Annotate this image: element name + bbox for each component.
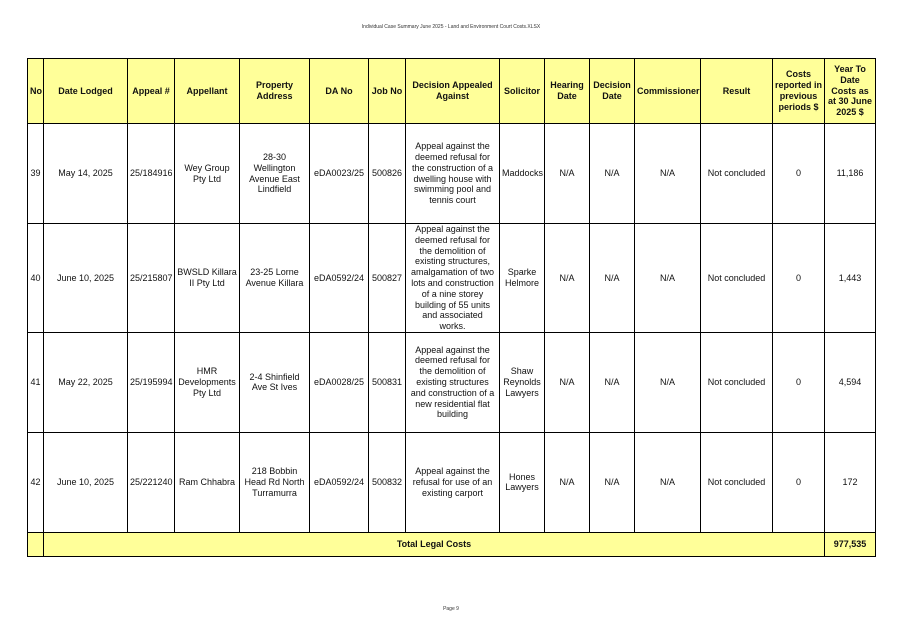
cell-appellant: BWSLD Killara II Pty Ltd [174,223,240,333]
cell-decision-appealed: Appeal against the refusal for use of an… [405,431,500,533]
cell-solicitor: Hones Lawyers [499,431,545,533]
header-no: No [27,58,44,124]
cell-date-lodged: June 10, 2025 [43,431,128,533]
cell-property-address: 23-25 Lorne Avenue Killara [239,223,310,333]
cell-costs-previous: 0 [772,331,825,433]
cell-job-no: 500826 [368,123,406,224]
cell-appellant: HMR Developments Pty Ltd [174,331,240,433]
cell-costs-previous: 0 [772,431,825,533]
cell-appellant: Wey Group Pty Ltd [174,123,240,224]
case-summary-table: No Date Lodged Appeal # Appellant Proper… [27,58,876,557]
cell-result: Not concluded [700,223,773,333]
cell-property-address: 2-4 Shinfield Ave St Ives [239,331,310,433]
header-hearing-date: Hearing Date [544,58,590,124]
cell-commissioner: N/A [634,223,701,333]
cell-hearing-date: N/A [544,123,590,224]
total-row: Total Legal Costs 977,535 [27,531,876,557]
cell-job-no: 500827 [368,223,406,333]
header-ytd-costs: Year To Date Costs as at 30 June 2025 $ [824,58,876,124]
cell-result: Not concluded [700,331,773,433]
header-job-no: Job No [368,58,406,124]
cell-ytd-costs: 4,594 [824,331,876,433]
cell-no: 39 [27,123,44,224]
cell-decision-appealed: Appeal against the deemed refusal for th… [405,123,500,224]
total-value: 977,535 [824,531,876,557]
cell-ytd-costs: 172 [824,431,876,533]
header-row: No Date Lodged Appeal # Appellant Proper… [27,58,876,124]
total-label: Total Legal Costs [43,531,825,557]
header-commissioner: Commissioner [634,58,701,124]
cell-da-no: eDA0592/24 [309,431,369,533]
cell-solicitor: Shaw Reynolds Lawyers [499,331,545,433]
header-property-address: Property Address [239,58,310,124]
cell-job-no: 500832 [368,431,406,533]
cell-solicitor: Maddocks [499,123,545,224]
cell-commissioner: N/A [634,123,701,224]
cell-commissioner: N/A [634,331,701,433]
header-appellant: Appellant [174,58,240,124]
cell-decision-date: N/A [589,331,635,433]
cell-appeal-number: 25/221240 [127,431,175,533]
cell-da-no: eDA0028/25 [309,331,369,433]
header-appeal-number: Appeal # [127,58,175,124]
cell-commissioner: N/A [634,431,701,533]
cell-property-address: 218 Bobbin Head Rd North Turramurra [239,431,310,533]
cell-costs-previous: 0 [772,123,825,224]
cell-da-no: eDA0592/24 [309,223,369,333]
cell-result: Not concluded [700,123,773,224]
cell-date-lodged: May 22, 2025 [43,331,128,433]
header-result: Result [700,58,773,124]
cell-ytd-costs: 11,186 [824,123,876,224]
cell-date-lodged: June 10, 2025 [43,223,128,333]
cell-job-no: 500831 [368,331,406,433]
table-row: 41 May 22, 2025 25/195994 HMR Developmen… [27,331,876,433]
cell-result: Not concluded [700,431,773,533]
header-decision-date: Decision Date [589,58,635,124]
header-costs-previous: Costs reported in previous periods $ [772,58,825,124]
total-spacer [27,531,44,557]
cell-decision-date: N/A [589,123,635,224]
header-da-no: DA No [309,58,369,124]
table-row: 42 June 10, 2025 25/221240 Ram Chhabra 2… [27,431,876,533]
cell-appeal-number: 25/184916 [127,123,175,224]
cell-solicitor: Sparke Helmore [499,223,545,333]
cell-appeal-number: 25/195994 [127,331,175,433]
table-row: 40 June 10, 2025 25/215807 BWSLD Killara… [27,223,876,333]
cell-date-lodged: May 14, 2025 [43,123,128,224]
cell-costs-previous: 0 [772,223,825,333]
header-decision-appealed: Decision Appealed Against [405,58,500,124]
header-date-lodged: Date Lodged [43,58,128,124]
cell-no: 40 [27,223,44,333]
cell-decision-appealed: Appeal against the deemed refusal for th… [405,223,500,333]
cell-decision-date: N/A [589,431,635,533]
cell-property-address: 28-30 Wellington Avenue East Lindfield [239,123,310,224]
document-title: Individual Case Summary June 2025 - Land… [361,24,541,30]
table-row: 39 May 14, 2025 25/184916 Wey Group Pty … [27,123,876,224]
cell-hearing-date: N/A [544,223,590,333]
cell-decision-date: N/A [589,223,635,333]
cell-no: 42 [27,431,44,533]
header-solicitor: Solicitor [499,58,545,124]
cell-hearing-date: N/A [544,431,590,533]
cell-appellant: Ram Chhabra [174,431,240,533]
cell-hearing-date: N/A [544,331,590,433]
cell-no: 41 [27,331,44,433]
cell-appeal-number: 25/215807 [127,223,175,333]
cell-ytd-costs: 1,443 [824,223,876,333]
cell-decision-appealed: Appeal against the deemed refusal for th… [405,331,500,433]
page-number: Page 9 [443,606,459,612]
cell-da-no: eDA0023/25 [309,123,369,224]
